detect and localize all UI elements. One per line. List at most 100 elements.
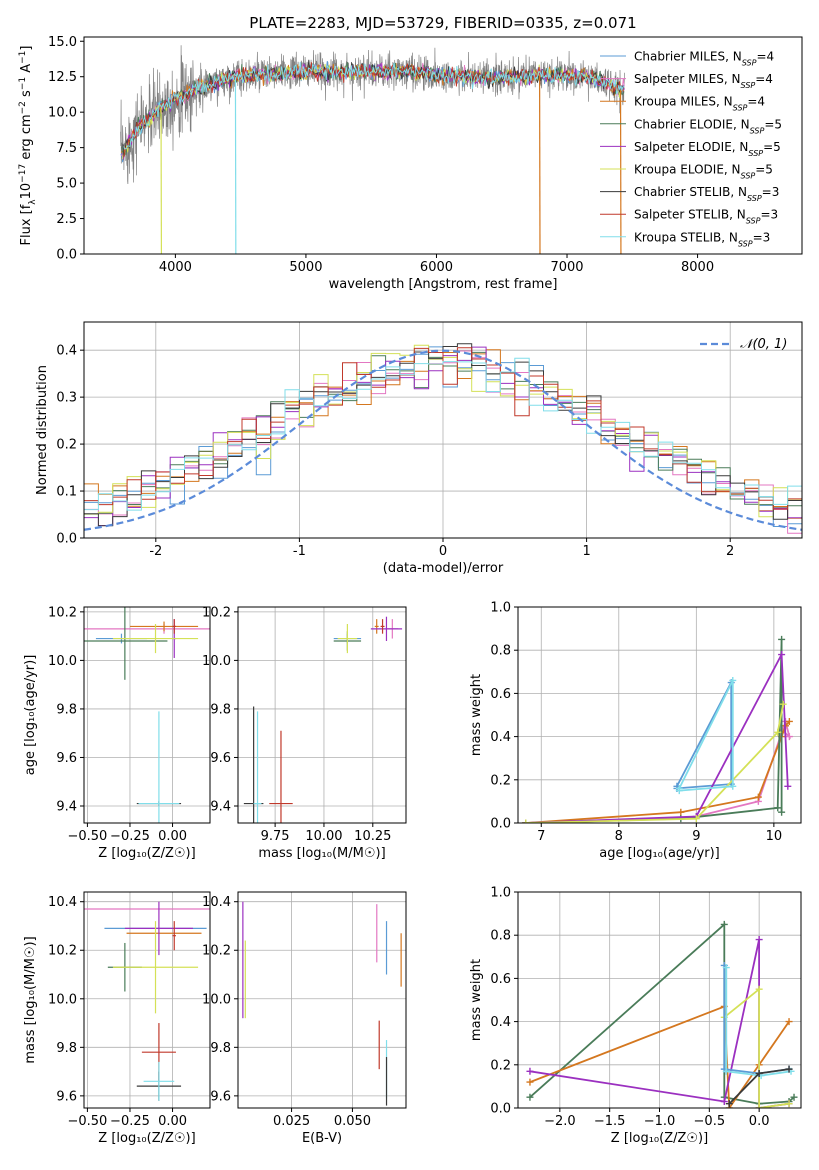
panel-mass_vs_ebv: 0.025 0.050 9.6 9.8 10.0 10.2 10.4 E(B-V) [202, 891, 407, 1146]
plus-marker [677, 808, 685, 816]
plus-marker [785, 1100, 793, 1108]
error-bar-point [337, 623, 358, 654]
y-tick-label: 0.4 [56, 344, 77, 359]
legend-subscript: SSP [750, 126, 765, 135]
spectrum-model-line [123, 62, 625, 150]
mass-weight-line [678, 680, 734, 792]
y-tick-label: 10.4 [48, 895, 77, 910]
legend-subscript: SSP [741, 81, 756, 90]
error-bar-point [380, 619, 385, 634]
x-tick-label: −0.50 [67, 1114, 107, 1129]
plot-area [518, 892, 801, 1108]
plus-marker [755, 936, 763, 944]
error-bar-point [172, 619, 176, 634]
plot-area [84, 892, 210, 1108]
legend-subscript: SSP [747, 194, 762, 203]
y-tick-label: 0.0 [56, 248, 77, 263]
legend-label: Chabrier STELIB, NSSP=3 [634, 185, 779, 203]
legend-label: Kroupa MILES, NSSP=4 [634, 95, 765, 113]
axes-frame [517, 606, 802, 824]
x-tick-label: −0.5 [694, 1114, 726, 1129]
x-axis-label: Z [log₁₀(Z/Z☉)] [611, 1131, 708, 1146]
legend-value: =4 [747, 95, 765, 109]
mass-weight-line [529, 922, 795, 1105]
y-tick-label: 0.3 [56, 391, 77, 406]
error-bar-point [370, 616, 403, 641]
error-bar-point [112, 921, 199, 1014]
axes-frame [83, 36, 803, 255]
y-tick-label: 9.6 [56, 1089, 77, 1104]
x-tick-label: 1 [582, 544, 590, 559]
axes-frame [83, 606, 211, 824]
plus-marker [729, 782, 737, 790]
chart-title: PLATE=2283, MJD=53729, FIBERID=0335, z=0… [249, 14, 636, 32]
x-tick-label: −1.5 [594, 1114, 626, 1129]
error-bar-point [124, 901, 193, 956]
x-tick-label: 10.25 [354, 829, 391, 844]
panel-mass_vs_Z: −0.50 −0.25 0.00 9.6 9.8 10.0 10.2 10.4 Z [log₁₀… [23, 891, 211, 1146]
axes-frame [83, 891, 211, 1109]
mass-weight-line [525, 651, 789, 823]
legend-subscript: SSP [741, 171, 756, 180]
panel-mass_weight_vs_age: 7 8 9 10 0.0 0.2 0.4 0.6 0.8 1.0 age [log₁₀(age/yr… [469, 601, 802, 861]
mass-weight-line [525, 639, 783, 823]
y-axis-label: mass weight [469, 674, 484, 756]
plus-marker [778, 808, 786, 816]
y-tick-label: 2.5 [56, 212, 77, 227]
histogram-step [84, 357, 802, 538]
y-tick-label: 7.5 [56, 141, 77, 156]
x-tick-label: 0.0 [749, 1114, 770, 1129]
y-tick-label: 0.0 [490, 1102, 511, 1117]
legend-subscript: SSP [733, 103, 748, 112]
y-tick-label: 10.0 [48, 654, 77, 669]
y-tick-label: 0.4 [490, 730, 511, 745]
y-tick-label: 9.6 [210, 1089, 231, 1104]
x-tick-label: -1 [293, 544, 306, 559]
plot-area [84, 607, 210, 823]
plus-marker [785, 1065, 793, 1073]
y-axis-label: Flux [fλ10−17 erg cm−2 s−1 A−1] [18, 46, 38, 246]
plus-marker [785, 733, 793, 741]
plus-marker [790, 1093, 798, 1101]
legend-label: 𝒩(0, 1) [740, 337, 787, 352]
x-tick-label: 9.75 [261, 829, 290, 844]
y-tick-label: 9.8 [210, 1041, 231, 1056]
y-tick-label: 10.2 [48, 944, 77, 959]
plus-marker [692, 815, 700, 823]
legend-label: Kroupa ELODIE, NSSP=5 [634, 163, 773, 181]
y-tick-label: 0.6 [490, 972, 511, 987]
error-bar-point [253, 711, 262, 823]
y-tick-label: 10.2 [202, 944, 231, 959]
y-tick-label: 9.4 [56, 800, 77, 815]
legend-label: Chabrier MILES, NSSP=4 [634, 50, 774, 68]
legend-label: Salpeter STELIB, NSSP=3 [634, 208, 778, 226]
legend-value: =3 [760, 208, 778, 222]
error-bar-point [269, 730, 293, 823]
x-axis-label: (data-model)/error [383, 561, 504, 576]
panel-age_vs_mass: 9.75 10.00 10.25 9.4 9.6 9.8 10.0 10.2 mass [log… [202, 605, 407, 861]
y-tick-label: 0.2 [56, 438, 77, 453]
plot-area [120, 45, 625, 254]
y-tick-label: 15.0 [48, 35, 77, 50]
legend-value: =5 [764, 117, 782, 131]
x-tick-label: −0.50 [67, 829, 107, 844]
axes-frame [237, 606, 407, 824]
x-tick-label: 8000 [681, 260, 714, 275]
plus-marker [720, 1098, 728, 1106]
plus-marker [755, 1069, 763, 1077]
y-axis-label: age [log₁₀(age/yr)] [23, 655, 38, 776]
y-tick-label: 5.0 [56, 177, 77, 192]
x-tick-label: −1.0 [644, 1114, 676, 1129]
plus-marker [774, 804, 782, 812]
y-tick-label: 10.2 [202, 605, 231, 620]
legend-value: =5 [763, 140, 781, 154]
plus-marker [526, 1078, 534, 1086]
plus-marker [526, 1067, 534, 1075]
mass-weight-line [725, 967, 792, 1077]
legend-label: Chabrier ELODIE, NSSP=5 [634, 117, 782, 135]
plus-marker [526, 1093, 534, 1101]
plus-marker [785, 717, 793, 725]
error-bar-point [138, 711, 180, 823]
mass-weight-line [529, 1005, 790, 1108]
legend-subscript: SSP [738, 239, 753, 248]
